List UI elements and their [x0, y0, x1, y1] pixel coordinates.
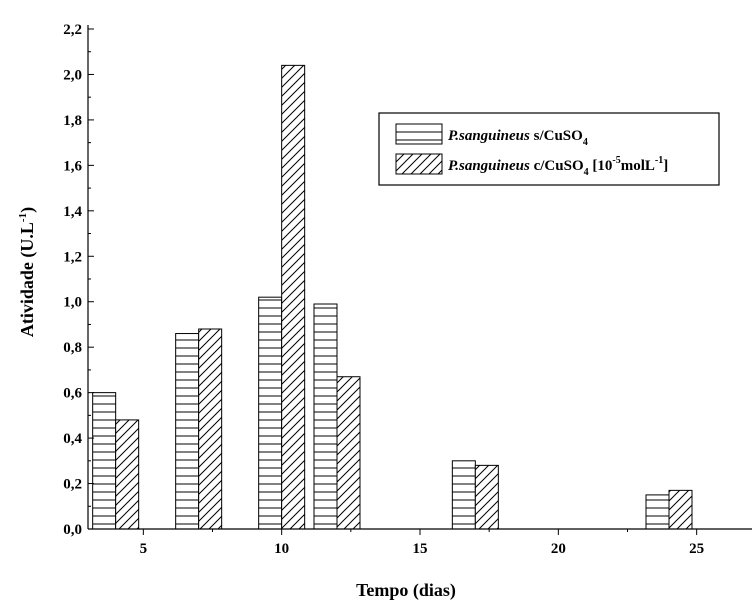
x-tick-label: 20: [551, 541, 566, 557]
bar-series-2-day-7: [198, 328, 223, 530]
legend: P.sanguineus s/CuSO4 P.sanguineus c/CuSO…: [378, 112, 720, 186]
y-tick-label: 2,2: [63, 22, 82, 38]
y-tick-label: 0,4: [63, 431, 82, 447]
x-tick-label: 10: [274, 541, 289, 557]
bar-series-1-day-24: [645, 494, 670, 530]
bar-series-2-day-10: [281, 64, 306, 530]
bar-series-1-day-4: [92, 392, 117, 530]
bar-series-1-day-10: [258, 296, 283, 530]
y-axis-title: Atividade (U.L-1): [17, 207, 38, 337]
x-tick-label: 25: [689, 541, 704, 557]
x-tick-label: 5: [140, 541, 148, 557]
y-axis-title-close: ): [17, 207, 38, 213]
bar-series-1-day-17: [451, 460, 476, 530]
y-tick-label: 0,2: [63, 477, 82, 493]
y-tick-label: 0,8: [63, 340, 82, 356]
y-tick-label: 0,0: [63, 522, 82, 538]
y-tick-label: 1,0: [63, 295, 82, 311]
bar-series-2-day-4: [115, 419, 140, 530]
bar-series-2-day-24: [668, 489, 693, 530]
legend-swatch-series-1: [395, 123, 443, 145]
y-tick-label: 1,6: [63, 158, 82, 174]
x-tick-label: 15: [413, 541, 428, 557]
y-axis-title-sup: -1: [17, 213, 29, 222]
legend-swatch-series-2: [395, 153, 443, 175]
legend-label-series-2: P.sanguineus c/CuSO4 [10-5molL-1]: [448, 155, 668, 178]
y-axis-title-main: Atividade (U.L: [17, 222, 38, 337]
y-tick-label: 1,2: [63, 249, 82, 265]
bar-series-2-day-12: [336, 376, 361, 530]
y-tick-label: 0,6: [63, 386, 82, 402]
bar-series-1-day-12: [313, 303, 338, 530]
bar-series-1-day-7: [175, 333, 200, 530]
bars-group: [92, 64, 693, 530]
y-tick-label: 1,8: [63, 113, 82, 129]
y-tick-label: 2,0: [63, 67, 82, 83]
legend-label-series-1: P.sanguineus s/CuSO4: [448, 128, 588, 148]
y-tick-label: 1,4: [63, 204, 82, 220]
x-axis-title: Tempo (dias): [356, 580, 456, 601]
bar-series-2-day-17: [474, 464, 499, 530]
